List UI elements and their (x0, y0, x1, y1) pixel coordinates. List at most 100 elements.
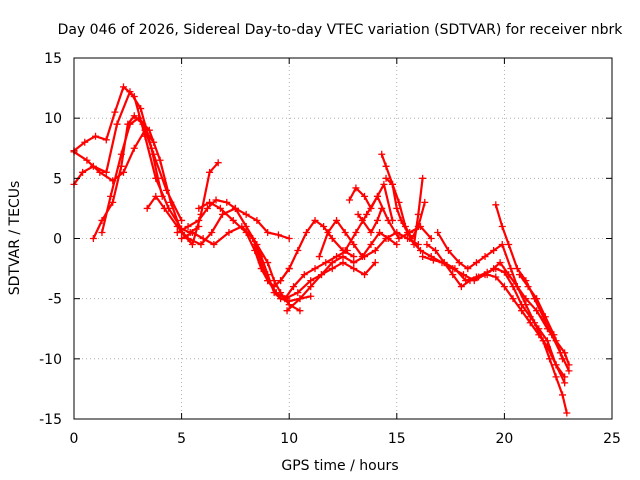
series-track-05 (98, 114, 222, 249)
data-point (518, 307, 526, 315)
data-point (152, 192, 160, 200)
data-point (119, 168, 127, 176)
data-point (371, 247, 379, 255)
data-point (449, 271, 457, 279)
series-track-23 (434, 228, 571, 417)
data-point (384, 235, 392, 242)
data-point (546, 355, 554, 363)
data-point (350, 265, 358, 273)
plot-area (70, 83, 573, 417)
data-point (199, 235, 207, 242)
data-point (492, 265, 500, 273)
data-point (350, 253, 358, 261)
data-point (212, 196, 220, 204)
data-point (143, 204, 151, 212)
data-point (102, 168, 110, 176)
data-point (277, 277, 285, 285)
data-point (290, 283, 298, 291)
data-point (188, 228, 196, 236)
data-point (317, 271, 325, 279)
data-point (130, 112, 138, 120)
data-point (81, 138, 89, 146)
data-point (167, 198, 175, 206)
data-point (395, 235, 403, 242)
data-point (216, 204, 224, 212)
data-point (107, 192, 115, 200)
data-point (531, 319, 539, 327)
data-point (328, 235, 336, 242)
data-point (173, 228, 181, 236)
data-point (500, 268, 508, 276)
data-point (135, 114, 143, 122)
data-point (565, 367, 573, 375)
series-track-14 (315, 216, 401, 261)
y-tick-label: -15 (39, 412, 62, 428)
data-point (83, 156, 91, 164)
data-point (515, 271, 523, 279)
data-point (373, 216, 381, 224)
data-point (341, 228, 349, 236)
x-tick-label: 20 (495, 431, 513, 447)
data-point (223, 198, 231, 206)
data-point (498, 222, 506, 230)
data-point (150, 150, 158, 158)
data-point (206, 198, 214, 206)
data-point (339, 253, 347, 261)
data-point (481, 253, 489, 261)
data-point (382, 174, 390, 182)
data-point (513, 265, 521, 273)
data-point (498, 241, 506, 249)
data-point (109, 198, 117, 206)
data-point (371, 259, 379, 267)
data-point (541, 313, 549, 321)
data-point (406, 235, 414, 242)
series-line (176, 198, 302, 312)
data-point (154, 174, 162, 182)
data-point (490, 247, 498, 255)
data-point (416, 247, 424, 255)
series-track-16 (345, 180, 396, 224)
data-point (561, 379, 569, 387)
data-point (130, 144, 138, 152)
data-point (195, 216, 203, 224)
data-point (533, 307, 541, 315)
data-point (561, 373, 569, 381)
data-point (509, 295, 517, 303)
data-point (225, 228, 233, 236)
data-point (210, 241, 218, 249)
data-point (264, 277, 272, 285)
data-point (358, 216, 366, 224)
data-point (475, 273, 483, 281)
data-point (419, 174, 427, 182)
data-point (296, 307, 304, 315)
data-point (206, 168, 214, 176)
series-line (318, 219, 398, 258)
data-point (376, 228, 384, 236)
data-point (395, 198, 403, 206)
series-track-11 (281, 259, 379, 303)
data-point (311, 265, 319, 273)
data-point (354, 210, 362, 218)
data-point (388, 180, 396, 188)
data-point (378, 150, 386, 158)
data-point (184, 222, 192, 230)
data-point (333, 216, 341, 224)
data-point (380, 180, 388, 188)
data-point (496, 259, 504, 267)
data-point (229, 216, 237, 224)
data-point (483, 271, 491, 279)
data-point (419, 253, 427, 261)
data-point (251, 241, 259, 249)
data-point (285, 265, 293, 273)
data-point (361, 271, 369, 279)
data-point (117, 150, 125, 158)
data-point (178, 235, 186, 242)
series-track-13 (277, 216, 358, 285)
data-point (156, 156, 164, 164)
data-point (367, 228, 375, 236)
data-point (451, 265, 459, 273)
data-point (324, 228, 332, 236)
data-point (126, 88, 134, 96)
data-point (440, 259, 448, 267)
